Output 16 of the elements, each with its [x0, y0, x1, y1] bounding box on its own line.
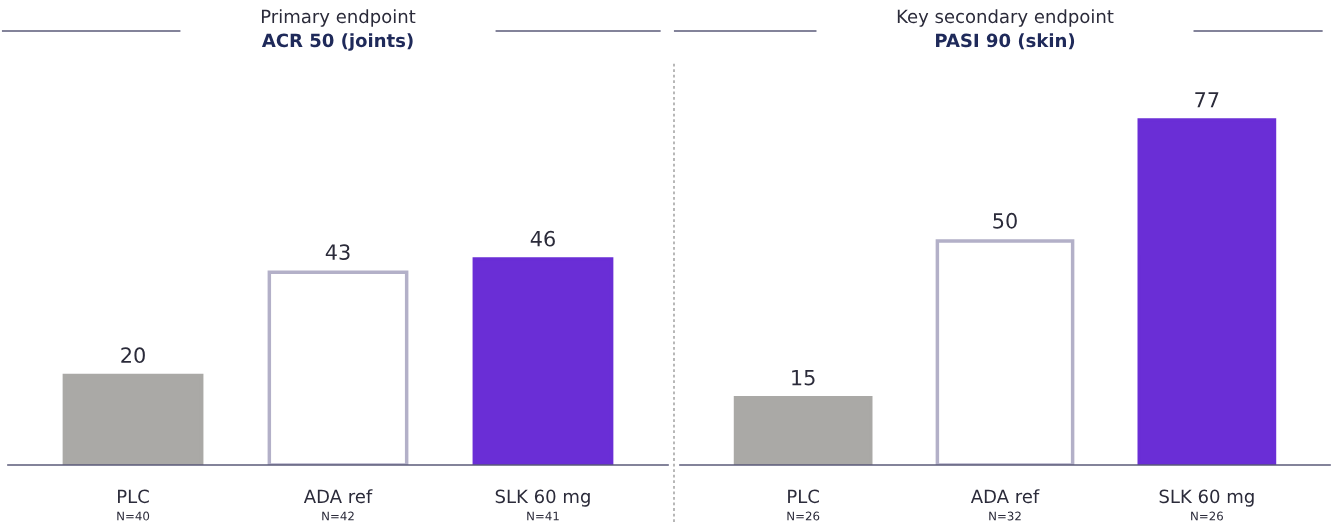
- x-tick-label: PLC N=26: [787, 489, 820, 521]
- chart-title: Primary endpoint: [261, 9, 416, 27]
- data-label: 43: [325, 244, 350, 260]
- chart-subtitle: PASI 90 (skin): [936, 33, 1075, 50]
- x-tick-label: SLK 60 mg N=41: [495, 489, 590, 521]
- chart-title: Key secondary endpoint: [897, 9, 1114, 27]
- data-label: 77: [1195, 92, 1219, 108]
- x-tick-label: ADA ref N=32: [970, 489, 1040, 521]
- x-tick-label: PLC N=40: [117, 489, 150, 521]
- x-tick-label: ADA ref N=42: [303, 489, 373, 521]
- data-label: 46: [530, 230, 555, 247]
- data-label: 20: [121, 347, 145, 364]
- chart-subtitle: ACR 50 (joints): [261, 33, 413, 51]
- x-tick-label: SLK 60 mg N=26: [1159, 489, 1254, 521]
- data-label: 15: [792, 369, 815, 386]
- data-label: 50: [993, 212, 1017, 229]
